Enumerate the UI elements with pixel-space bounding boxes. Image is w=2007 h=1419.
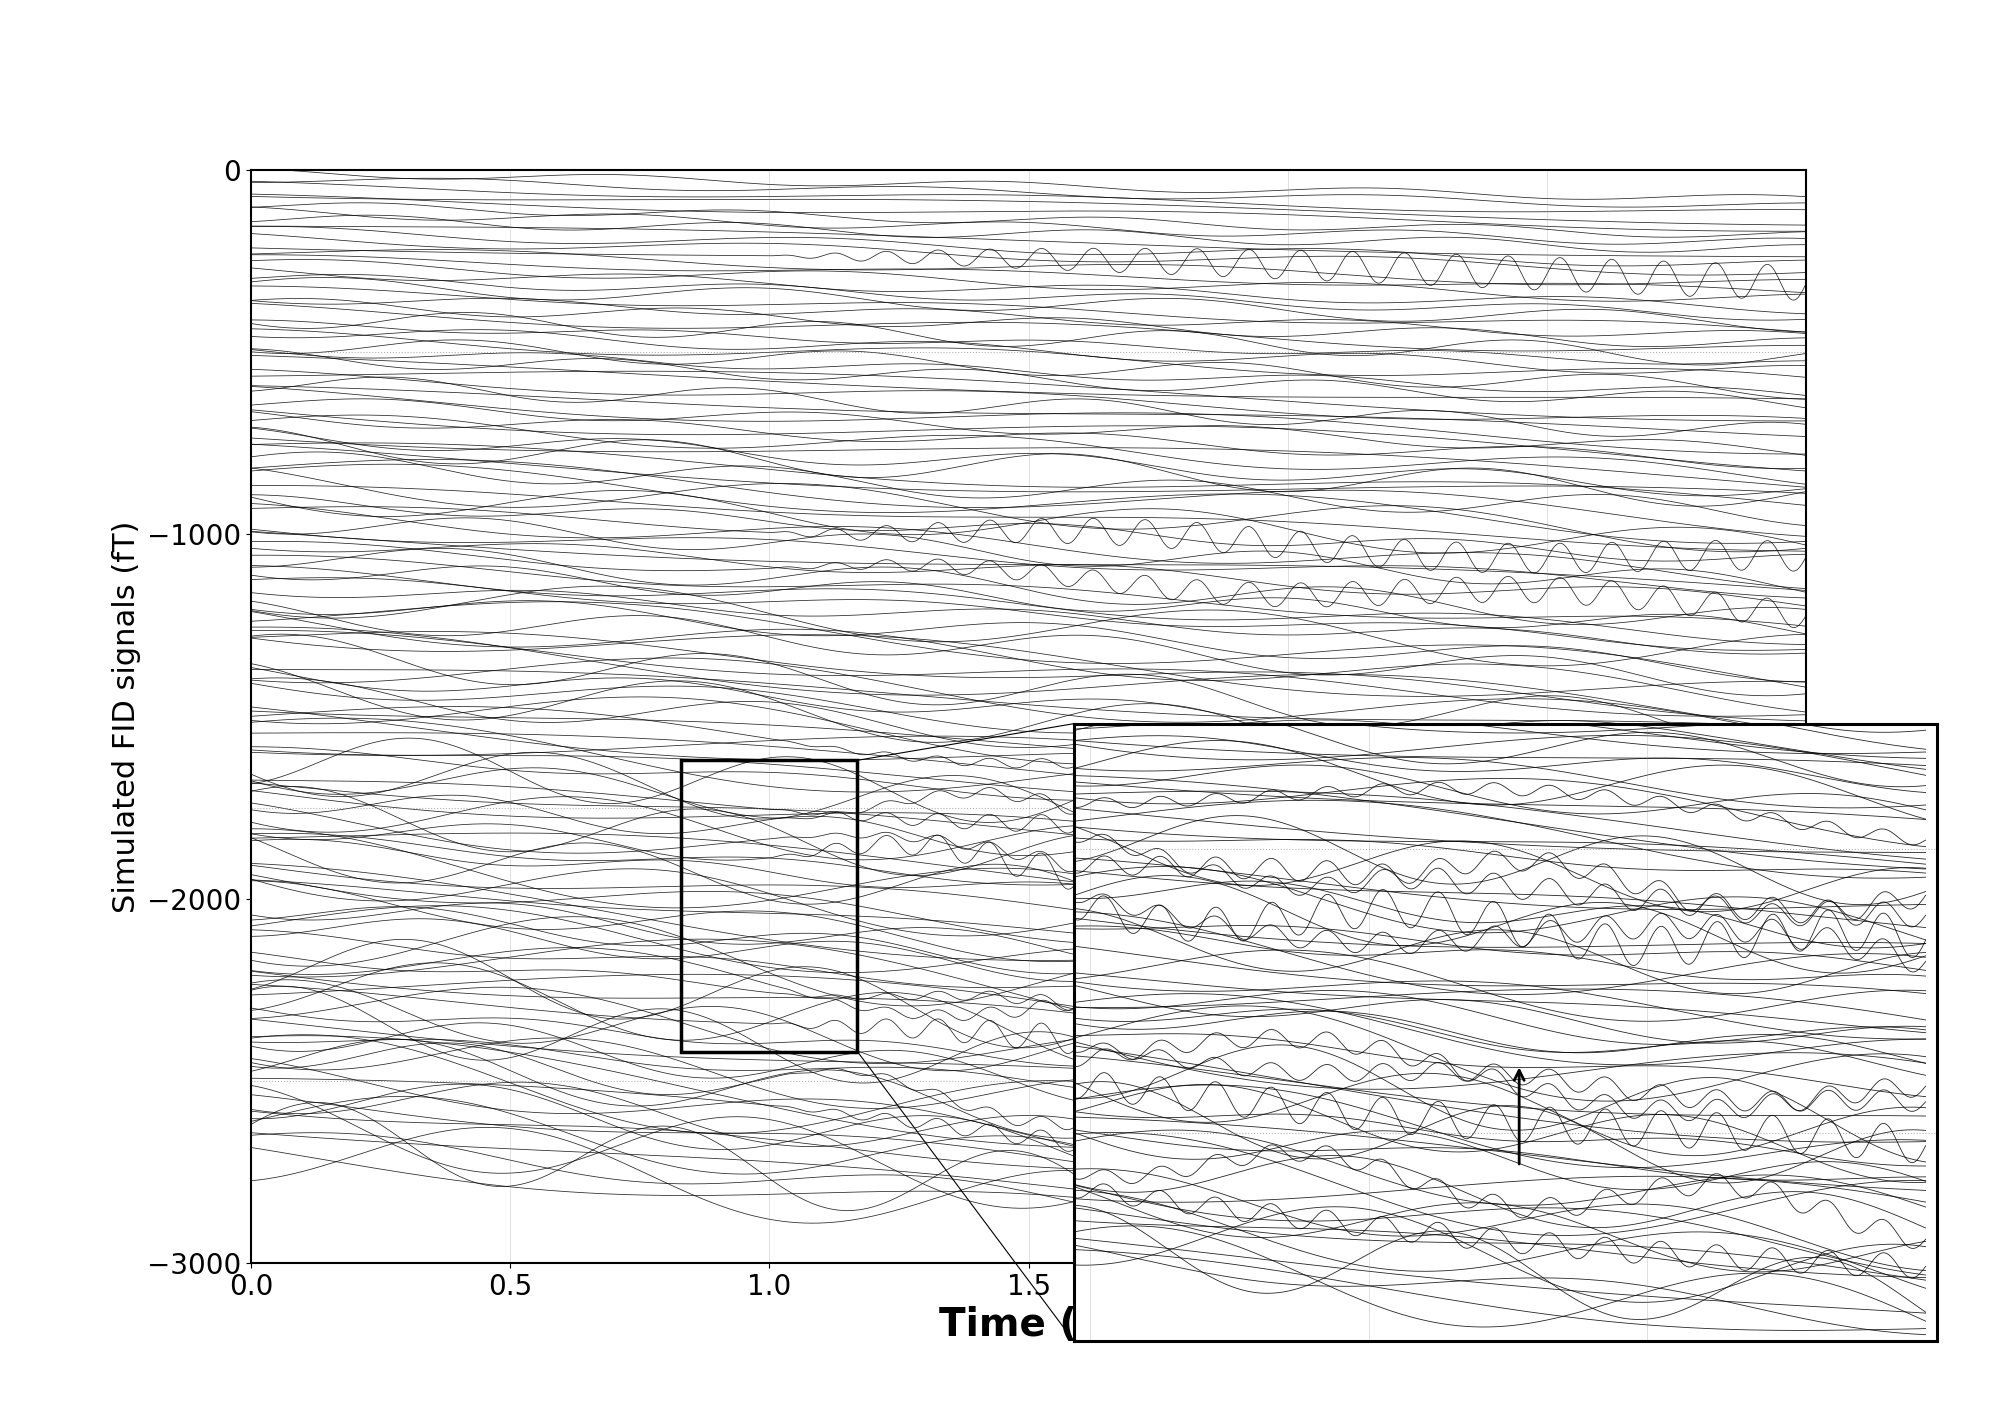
Y-axis label: Simulated FID signals (fT): Simulated FID signals (fT)	[112, 521, 140, 912]
X-axis label: Time (s): Time (s)	[939, 1305, 1118, 1344]
Bar	[680, 761, 857, 1051]
